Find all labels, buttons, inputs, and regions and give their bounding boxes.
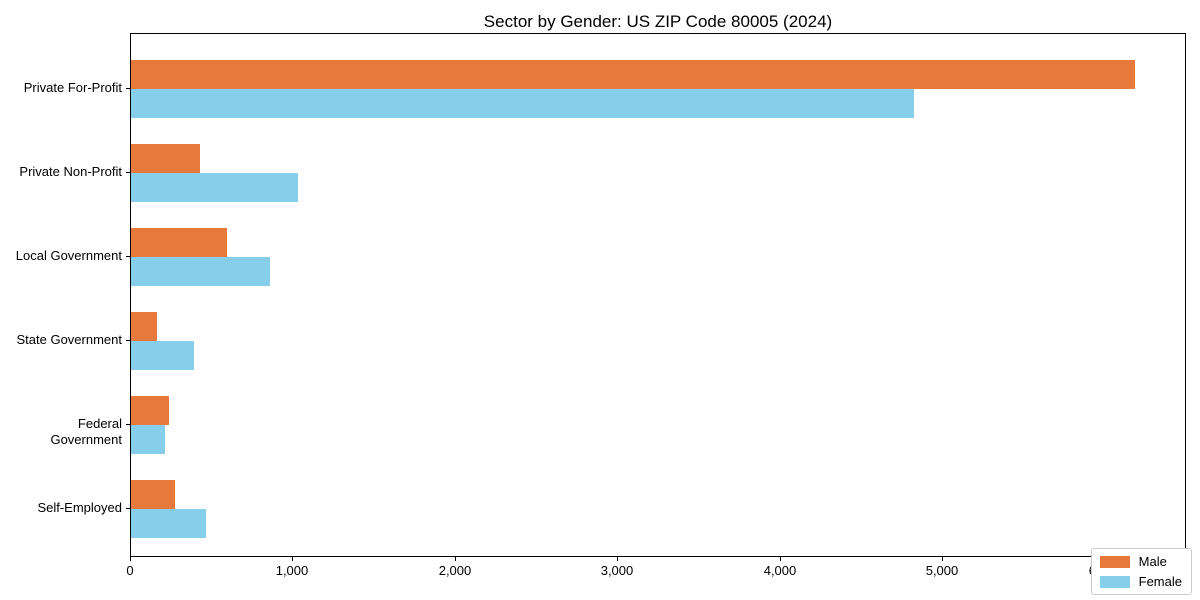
y-tick-mark [126, 256, 130, 257]
bar-male-private-for-profit [131, 60, 1135, 89]
legend-swatch-male [1099, 555, 1130, 568]
x-tick-label-5000: 5,000 [925, 563, 959, 578]
y-tick-mark [126, 424, 130, 425]
bar-male-state-government [131, 312, 157, 341]
x-tick-mark [617, 557, 618, 561]
bar-female-local-government [131, 257, 270, 286]
x-tick-mark [780, 557, 781, 561]
x-tick-label-4000: 4,000 [763, 563, 797, 578]
y-tick-label-self-employed: Self-Employed [37, 500, 122, 515]
x-tick-label-2000: 2,000 [438, 563, 472, 578]
y-tick-mark [126, 340, 130, 341]
y-tick-mark [126, 88, 130, 89]
x-tick-label-1000: 1,000 [275, 563, 309, 578]
bar-male-federal-government [131, 396, 169, 425]
legend-swatch-female [1099, 575, 1130, 588]
legend-label-female: Female [1138, 574, 1182, 589]
bar-female-private-for-profit [131, 89, 914, 118]
bar-female-federal-government [131, 425, 165, 454]
x-tick-mark [292, 557, 293, 561]
bar-female-state-government [131, 341, 194, 370]
y-tick-mark [126, 508, 130, 509]
legend-item-male: Male [1099, 554, 1182, 569]
chart-title: Sector by Gender: US ZIP Code 80005 (202… [483, 12, 833, 31]
legend: Male Female [1090, 548, 1192, 595]
legend-item-female: Female [1099, 574, 1182, 589]
bar-male-local-government [131, 228, 227, 257]
y-tick-mark [126, 172, 130, 173]
y-tick-label-private-non-profit: Private Non-Profit [19, 164, 122, 179]
x-tick-label-0: 0 [126, 563, 134, 578]
bar-male-self-employed [131, 480, 175, 509]
x-tick-mark [130, 557, 131, 561]
x-tick-mark [942, 557, 943, 561]
x-tick-label-3000: 3,000 [600, 563, 634, 578]
x-tick-mark [455, 557, 456, 561]
legend-label-male: Male [1138, 554, 1167, 569]
plot-area [130, 33, 1186, 557]
y-tick-label-state-government: State Government [16, 332, 123, 347]
bar-female-private-non-profit [131, 173, 298, 202]
bar-male-private-non-profit [131, 144, 200, 173]
y-tick-label-federal-government: Federal Government [50, 416, 122, 447]
y-tick-label-local-government: Local Government [15, 248, 122, 263]
bar-female-self-employed [131, 509, 206, 538]
y-tick-label-private-for-profit: Private For-Profit [23, 80, 122, 95]
